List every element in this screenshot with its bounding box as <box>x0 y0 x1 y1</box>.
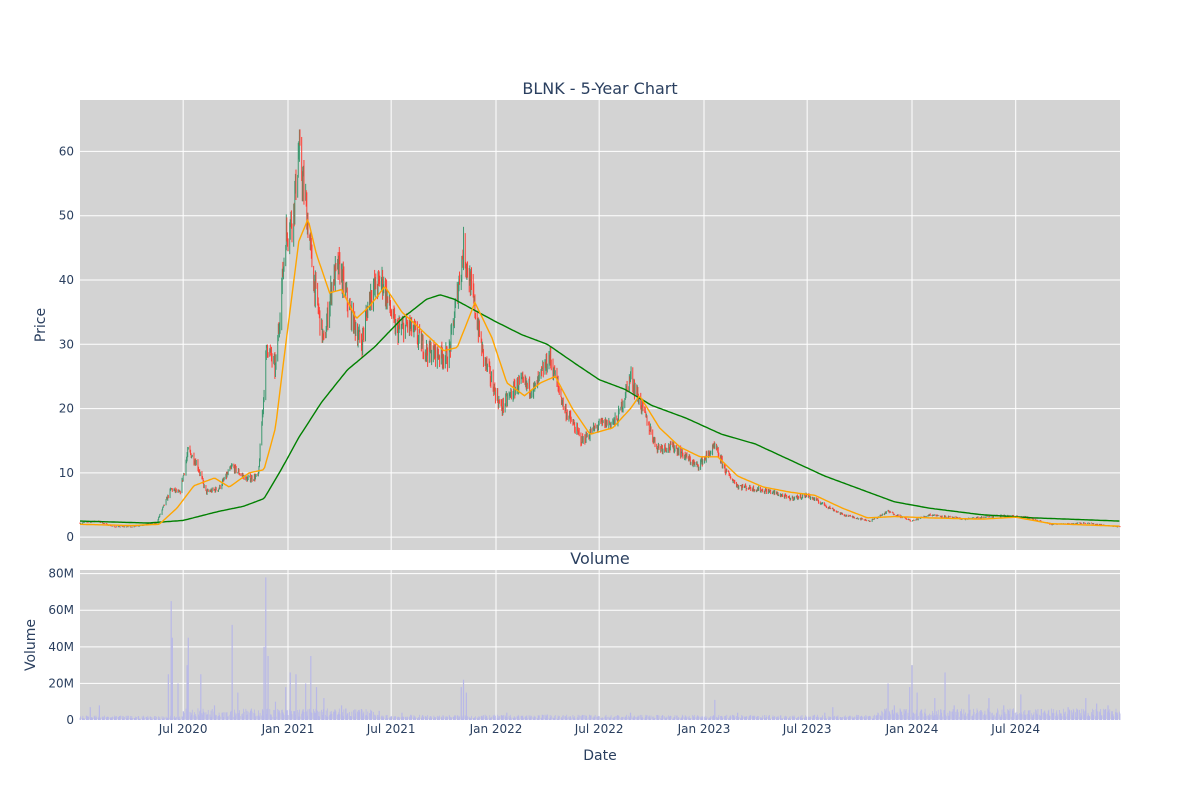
date-x-tick-label: Jul 2020 <box>158 722 208 736</box>
date-x-tick-label: Jul 2024 <box>990 722 1040 736</box>
volume-bar-series <box>79 577 1121 720</box>
date-x-tick-label: Jul 2022 <box>574 722 624 736</box>
price-y-axis-label: Price <box>33 308 49 342</box>
volume-y-tick-label: 60M <box>48 603 74 617</box>
volume-plot-area <box>80 570 1120 720</box>
volume-grid <box>80 570 1120 721</box>
date-x-tick-label: Jan 2023 <box>677 722 731 736</box>
price-y-tick-label: 10 <box>59 466 74 480</box>
price-y-tick-label: 20 <box>59 402 74 416</box>
candlestick-series <box>79 129 1121 528</box>
price-chart-title: BLNK - 5-Year Chart <box>522 79 677 98</box>
volume-chart-title: Volume <box>570 549 630 568</box>
ma-short-line <box>80 218 1120 527</box>
date-x-tick-labels: Jul 2020 Jan 2021 Jul 2021 Jan 2022 Jul 2022… <box>158 722 1040 736</box>
price-y-tick-label: 60 <box>59 144 74 158</box>
price-y-tick-label: 50 <box>59 209 74 223</box>
ma-long-line <box>80 294 1120 524</box>
price-y-tick-label: 30 <box>59 337 74 351</box>
volume-y-tick-label: 20M <box>48 676 74 690</box>
price-grid <box>80 100 1120 550</box>
price-y-tick-label: 40 <box>59 273 74 287</box>
date-x-tick-label: Jul 2021 <box>366 722 416 736</box>
date-x-tick-label: Jan 2024 <box>885 722 939 736</box>
volume-y-tick-label: 0 <box>66 713 74 727</box>
volume-y-tick-labels: 0 20M 40M 60M 80M <box>48 567 74 727</box>
volume-y-tick-label: 80M <box>48 567 74 581</box>
price-series-group <box>79 129 1121 528</box>
volume-y-axis-label: Volume <box>23 619 39 671</box>
price-y-tick-label: 0 <box>66 530 74 544</box>
price-plot-area <box>80 100 1120 550</box>
date-x-axis-label: Date <box>583 748 616 764</box>
date-x-tick-label: Jul 2023 <box>782 722 832 736</box>
price-y-tick-labels: 0 10 20 30 40 50 60 <box>59 144 74 544</box>
volume-y-tick-label: 40M <box>48 640 74 654</box>
date-x-tick-label: Jan 2022 <box>469 722 523 736</box>
date-x-tick-label: Jan 2021 <box>261 722 315 736</box>
